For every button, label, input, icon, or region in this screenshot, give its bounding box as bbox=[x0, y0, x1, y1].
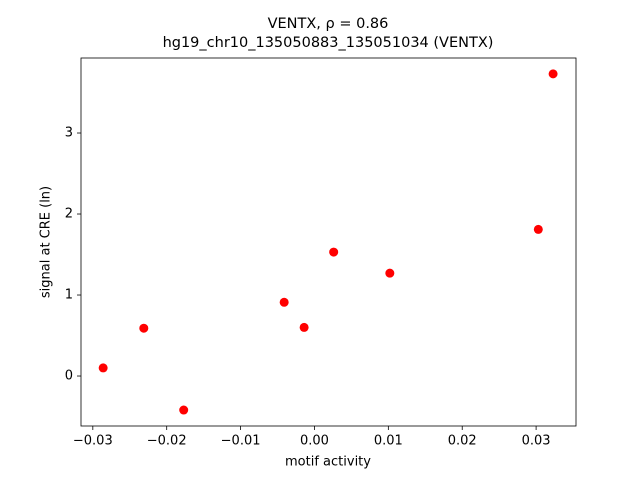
x-tick-label: 0.03 bbox=[522, 434, 551, 449]
point bbox=[139, 323, 149, 333]
x-tick-label: 0.00 bbox=[300, 434, 329, 449]
x-axis-label: motif activity bbox=[285, 455, 371, 470]
y-axis-label: signal at CRE (ln) bbox=[39, 186, 54, 298]
point bbox=[279, 297, 289, 307]
y-tick-label: 1 bbox=[65, 288, 73, 303]
y-tick-label: 3 bbox=[65, 126, 73, 141]
chart-subtitle: hg19_chr10_135050883_135051034 (VENTX) bbox=[163, 35, 494, 51]
y-tick-label: 2 bbox=[65, 207, 73, 222]
point bbox=[299, 322, 309, 332]
chart-title: VENTX, ρ = 0.86 bbox=[268, 16, 389, 32]
x-tick-label: −0.01 bbox=[221, 434, 261, 449]
point bbox=[329, 247, 339, 257]
x-tick-label: −0.02 bbox=[147, 434, 187, 449]
x-tick-label: −0.03 bbox=[73, 434, 113, 449]
point bbox=[385, 268, 395, 278]
point bbox=[533, 224, 543, 234]
point bbox=[179, 405, 189, 415]
y-tick-label: 0 bbox=[65, 369, 73, 384]
x-tick-label: 0.01 bbox=[374, 434, 403, 449]
point bbox=[548, 69, 558, 79]
plot-frame bbox=[80, 57, 577, 427]
point bbox=[98, 363, 108, 373]
x-tick-label: 0.02 bbox=[448, 434, 477, 449]
